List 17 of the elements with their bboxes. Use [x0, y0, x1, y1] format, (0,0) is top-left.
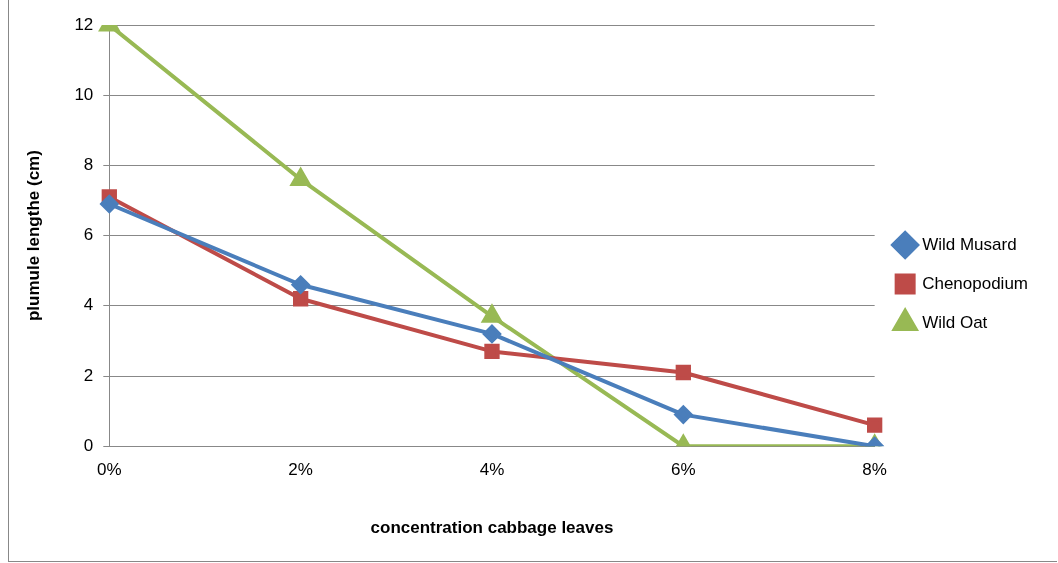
y-tick-label: 4	[83, 295, 94, 315]
y-tick-label: 12	[74, 14, 94, 34]
legend-label: Chenopodium	[922, 273, 1029, 293]
y-tick-label: 2	[83, 365, 94, 385]
x-axis-title: concentration cabbage leaves	[370, 518, 614, 538]
y-tick-label: 8	[83, 155, 94, 175]
x-tick-label: 8%	[862, 460, 887, 480]
x-tick-label: 4%	[479, 460, 505, 480]
y-tick-label: 6	[83, 225, 94, 245]
x-tick-label: 6%	[671, 460, 696, 480]
x-tick-label: 0%	[97, 460, 122, 480]
y-tick-label: 10	[74, 84, 94, 104]
y-axis-title: plumule lengthe (cm)	[23, 150, 43, 322]
legend-label: Wild Oat	[922, 312, 988, 332]
y-tick-label: 0	[83, 435, 94, 455]
legend-label: Wild Musard	[922, 234, 1017, 254]
x-tick-label: 2%	[288, 460, 313, 480]
